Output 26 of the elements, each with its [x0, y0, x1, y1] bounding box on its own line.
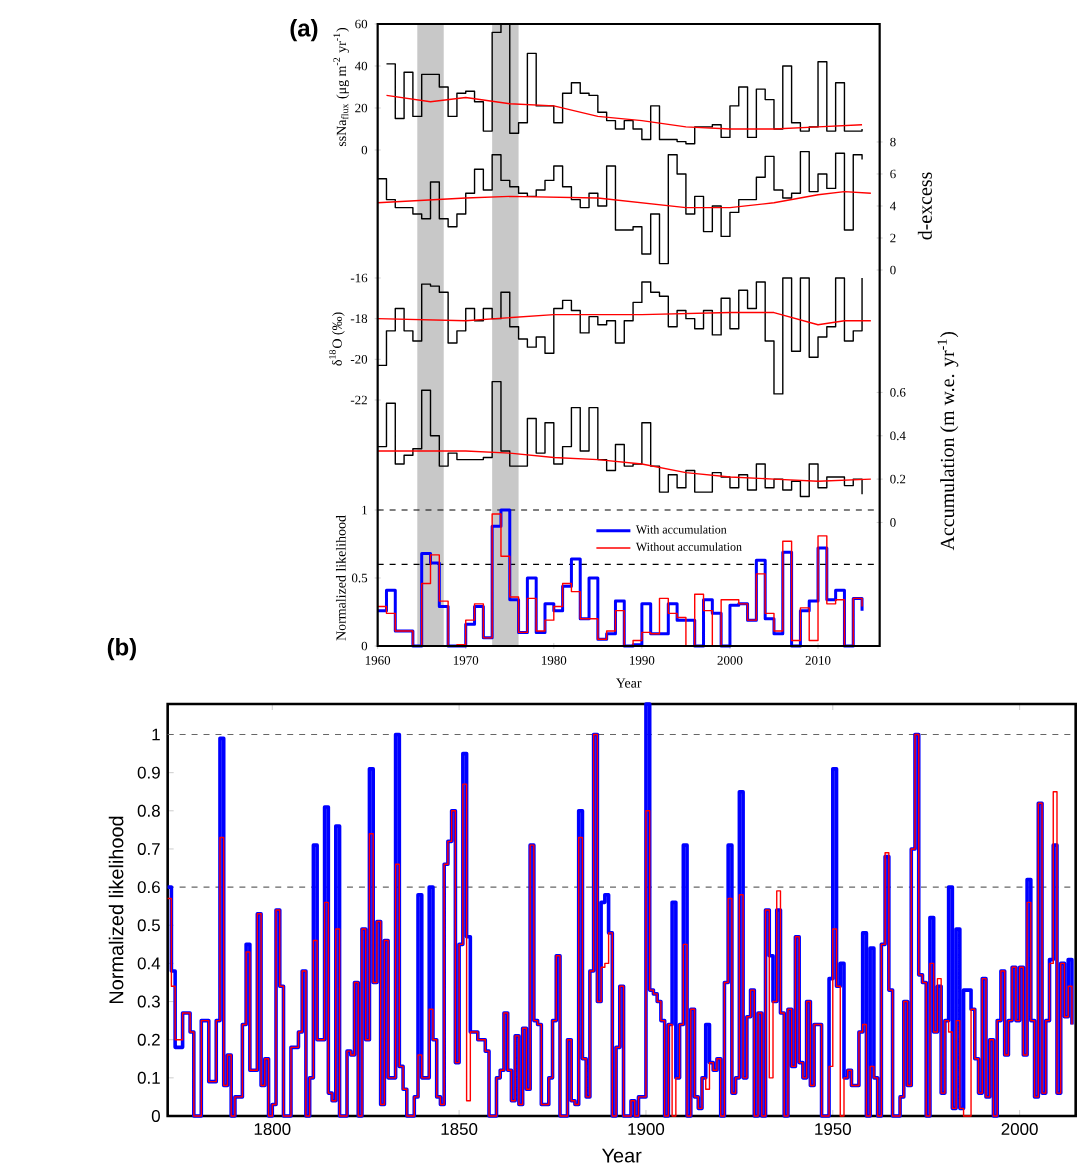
- y-tick-label: 0.2: [137, 1033, 160, 1046]
- x-tick-label: 1850: [441, 1123, 478, 1136]
- x-axis-title: Year: [602, 1148, 642, 1163]
- y-axis-title: Normalized likelihood: [108, 816, 124, 1004]
- line-series: [377, 190, 872, 209]
- chart-title: (a): [290, 19, 318, 42]
- y-axis-title: Accumulation (m w.e. yr$^{-1}$): [937, 331, 959, 551]
- y-tick-label: 1: [152, 728, 160, 741]
- x-tick-label: 1800: [254, 1123, 291, 1136]
- y-tick-label: 0: [152, 1110, 161, 1122]
- y-tick-label: 0.9: [137, 766, 160, 779]
- y-axis-title: d-excess: [918, 172, 933, 240]
- y-tick-label: 0.8: [137, 804, 161, 817]
- x-tick-label: 1950: [815, 1123, 852, 1136]
- y-tick-label: 0.6: [137, 881, 161, 894]
- y-tick-label: 0.3: [137, 995, 161, 1008]
- y-tick-label: 0.1: [137, 1071, 160, 1084]
- x-tick-label: 2000: [1001, 1123, 1038, 1136]
- y-tick-label: 0.4: [137, 957, 161, 970]
- y-tick-label: 0.7: [137, 842, 160, 855]
- line-series: [377, 450, 872, 482]
- chart-title: (b): [107, 638, 137, 661]
- line-series: [385, 94, 863, 130]
- x-tick-label: 1900: [628, 1123, 665, 1136]
- line-series: [377, 311, 872, 326]
- y-tick-label: 0.5: [137, 919, 161, 932]
